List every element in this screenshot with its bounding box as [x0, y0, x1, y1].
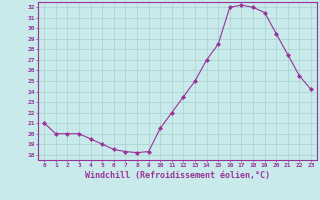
- X-axis label: Windchill (Refroidissement éolien,°C): Windchill (Refroidissement éolien,°C): [85, 171, 270, 180]
